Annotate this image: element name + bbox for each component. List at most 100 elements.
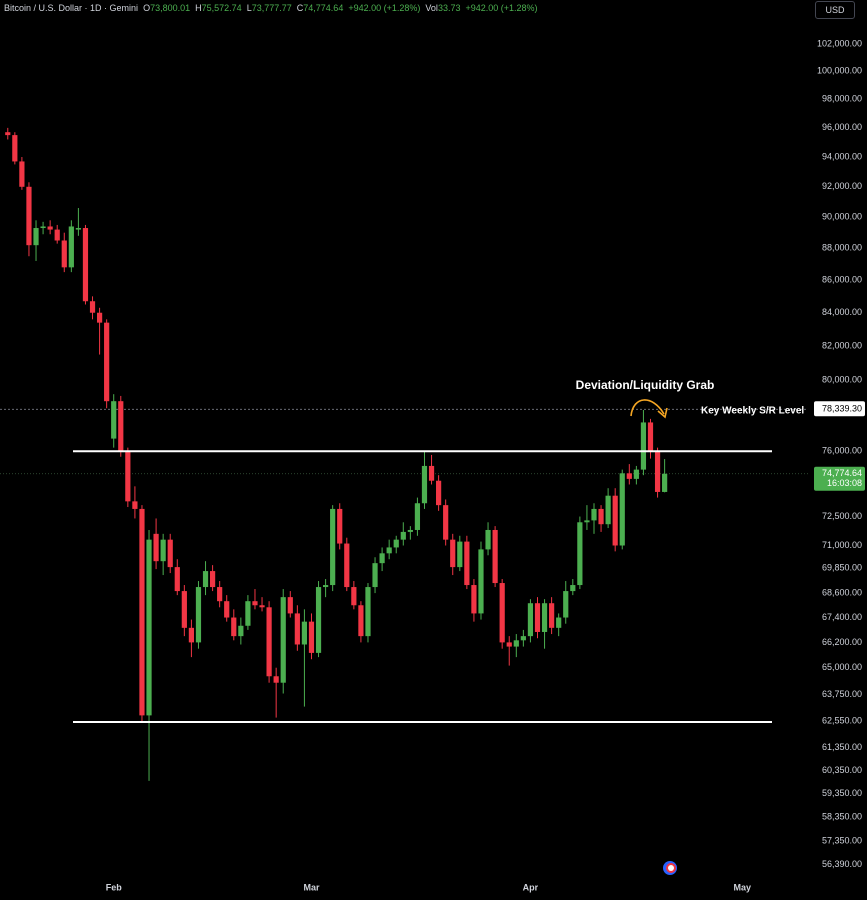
y-tick-label: 76,000.00 [822, 446, 862, 456]
candle-body [379, 553, 385, 564]
candle-body [428, 465, 435, 481]
y-tick-label: 66,200.00 [822, 637, 862, 647]
candle-body [570, 585, 576, 592]
change: +942.00 (+1.28%) [348, 3, 421, 13]
candle-body [393, 539, 399, 548]
candle-body [457, 541, 463, 568]
candle-body [400, 531, 406, 540]
candle-body [167, 539, 173, 568]
ohlc-value: 75,572.74 [201, 3, 242, 13]
y-tick-label: 59,350.00 [822, 788, 862, 798]
candle-body [315, 587, 322, 653]
y-tick-label: 67,400.00 [822, 612, 862, 622]
y-tick-label: 100,000.00 [817, 66, 862, 76]
candle-body [471, 585, 477, 614]
last-price-label: 74,774.64 [822, 468, 862, 478]
y-tick-label: 82,000.00 [822, 340, 862, 350]
candle-body [344, 543, 350, 588]
y-tick-label: 57,350.00 [822, 835, 862, 845]
candle-body [556, 617, 562, 628]
candle-body [626, 473, 632, 479]
candle-body [513, 640, 519, 647]
ohlc-value: 73,777.77 [251, 3, 292, 13]
candle-body [104, 322, 110, 402]
y-tick-label: 58,350.00 [822, 812, 862, 822]
candle-body [153, 533, 159, 562]
candle-body [577, 522, 583, 586]
candle-body [337, 508, 343, 544]
candle-body [19, 161, 25, 187]
candle-body [436, 480, 442, 506]
y-tick-label: 96,000.00 [822, 122, 862, 132]
candle-body [591, 508, 597, 521]
candle-body [75, 228, 81, 230]
y-tick-label: 62,550.00 [822, 715, 862, 725]
candle-body [365, 587, 371, 637]
candle-body [139, 508, 145, 716]
candle-body [492, 529, 498, 584]
candle-body [330, 508, 336, 586]
ohlc-label: H [195, 3, 202, 13]
candle-body [146, 539, 152, 716]
candle-body [252, 601, 258, 606]
price-label: 78,339.30 [822, 404, 862, 414]
candle-body [633, 469, 639, 479]
candle-body [188, 627, 195, 643]
y-tick-label: 86,000.00 [822, 275, 862, 285]
candle-body [485, 529, 491, 550]
candle-body [308, 621, 315, 653]
candle-body [323, 585, 329, 588]
x-tick-label: Mar [303, 882, 320, 892]
y-tick-label: 61,350.00 [822, 742, 862, 752]
candle-body [195, 587, 202, 643]
currency-button[interactable]: USD [815, 1, 855, 19]
ohlc-label: L [246, 3, 252, 13]
last-price-box [814, 466, 865, 491]
y-tick-label: 102,000.00 [817, 38, 862, 48]
candle-body [443, 505, 449, 540]
volume-value: 33.73 [437, 3, 461, 13]
candle-body [280, 597, 286, 683]
candle-body [231, 617, 237, 637]
y-tick-label: 72,500.00 [822, 511, 862, 521]
y-tick-label: 84,000.00 [822, 307, 862, 317]
y-tick-label: 98,000.00 [822, 94, 862, 104]
ohlc-label: C [296, 3, 304, 13]
candle-body [619, 473, 625, 546]
candle-body [111, 401, 117, 439]
candle-body [202, 571, 209, 588]
candle-body [372, 563, 378, 588]
candle-body [464, 541, 470, 586]
candle-body [654, 451, 661, 492]
legend: Bitcoin / U.S. Dollar · 1D · Gemini O73,… [4, 3, 538, 13]
annotation: Key Weekly S/R Level [701, 406, 804, 417]
candle-body [407, 529, 413, 532]
candle-body [647, 422, 654, 452]
candle-body [118, 401, 124, 452]
ohlc-value: 74,774.64 [303, 3, 344, 13]
candle-body [40, 226, 46, 229]
candle-body [68, 226, 74, 268]
candle-body [520, 636, 526, 641]
y-tick-label: 60,350.00 [822, 765, 862, 775]
candle-body [421, 465, 428, 504]
y-tick-label: 56,390.00 [822, 859, 862, 869]
candle-body [47, 226, 53, 230]
candle-body [358, 605, 364, 637]
candle-body [478, 549, 484, 614]
candle-body [224, 601, 230, 618]
candle-body [89, 301, 96, 313]
candle-body [506, 642, 512, 647]
candle-body [5, 132, 11, 136]
candle-body [238, 625, 244, 637]
candle-body [61, 240, 67, 268]
volume-label: Vol [425, 3, 438, 13]
y-tick-label: 68,600.00 [822, 587, 862, 597]
candle-body [584, 520, 590, 523]
ohlc-label: O [143, 3, 151, 13]
candle-body [266, 607, 272, 677]
logo [663, 861, 677, 875]
ohlc-value: 73,800.01 [150, 3, 191, 13]
